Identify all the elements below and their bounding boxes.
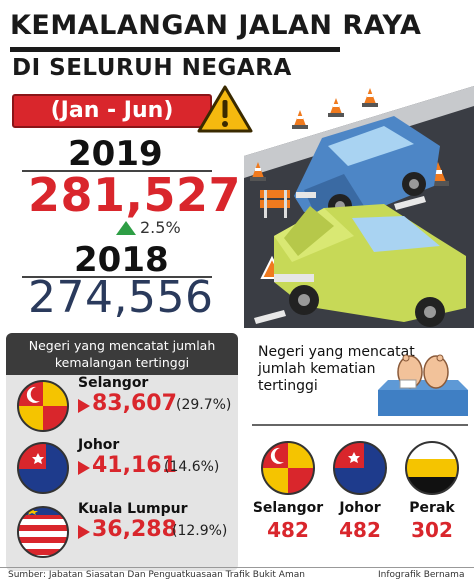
accident-state-value: 41,161 [92, 453, 177, 478]
deaths-panel-heading: Negeri yang mencatat jumlah kematian ter… [258, 344, 415, 394]
year-2018-label: 2018 [74, 240, 169, 280]
title-underline [10, 47, 340, 52]
flag-selangor-icon [17, 380, 69, 432]
victim-feet-icon [378, 354, 468, 416]
divider [252, 424, 468, 426]
death-state-name: Selangor [252, 500, 324, 516]
accident-state-value: 83,607 [92, 391, 177, 416]
accident-state-value: 36,288 [92, 517, 177, 542]
death-state-value: 482 [267, 518, 309, 542]
pointer-icon [78, 461, 90, 475]
car-crash-illustration [244, 86, 474, 328]
footer-divider [0, 567, 474, 568]
divider [22, 170, 212, 172]
flag-johor-icon [17, 442, 69, 494]
accident-state-name: Kuala Lumpur [78, 501, 188, 517]
death-state-value: 482 [339, 518, 381, 542]
flag-selangor-icon [261, 441, 315, 495]
flag-perak-icon [405, 441, 459, 495]
accidents-2019-value: 281,527 [28, 168, 242, 222]
subtitle: DI SELURUH NEGARA [12, 55, 292, 81]
warning-icon [197, 85, 253, 133]
credit-note: Infografik Bernama [378, 570, 465, 580]
death-state-name: Perak [409, 500, 455, 516]
source-note: Sumber: Jabatan Siasatan Dan Penguatkuas… [8, 570, 305, 580]
change-percent: 2.5% [140, 218, 181, 237]
flag-kuala-lumpur-icon [17, 506, 69, 558]
accident-state-name: Selangor [78, 375, 149, 391]
main-title: KEMALANGAN JALAN RAYA [10, 10, 422, 41]
accidents-by-state-panel: Negeri yang mencatat jumlah kemalangan t… [6, 333, 238, 571]
accidents-2018-value: 274,556 [28, 272, 214, 323]
accidents-panel-heading: Negeri yang mencatat jumlah kemalangan t… [6, 333, 238, 375]
death-state-value: 302 [411, 518, 453, 542]
divider [22, 276, 212, 278]
accident-state-percent: (14.6%) [164, 459, 220, 475]
pointer-icon [78, 525, 90, 539]
pointer-icon [78, 399, 90, 413]
accident-state-percent: (29.7%) [176, 397, 232, 413]
accident-state-name: Johor [78, 437, 120, 453]
year-2019-label: 2019 [68, 134, 163, 174]
death-state-name: Johor [339, 500, 381, 516]
period-banner: (Jan - Jun) [12, 94, 212, 128]
arrow-up-icon [116, 221, 136, 235]
flag-johor-icon [333, 441, 387, 495]
accident-state-percent: (12.9%) [172, 523, 228, 539]
